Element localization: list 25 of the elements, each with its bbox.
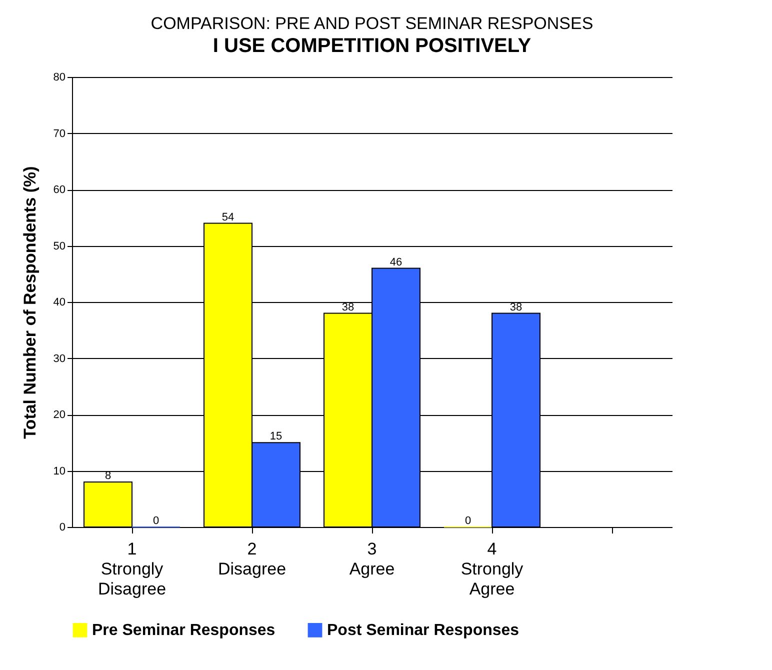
y-tick-label: 80: [53, 72, 66, 84]
y-tick-label: 30: [53, 352, 66, 365]
legend-label: Pre Seminar Responses: [92, 622, 276, 640]
x-tick-label: 3 Agree: [349, 540, 395, 578]
data-label: 15: [270, 430, 282, 443]
legend-label: Post Seminar Responses: [327, 622, 520, 640]
y-tick-label: 0: [59, 522, 66, 534]
y-tick-label: 40: [53, 296, 66, 308]
data-label: 54: [222, 211, 234, 224]
x-tick-label: 2 Disagree: [218, 540, 286, 578]
y-axis-title: Total Number of Respondents (%): [20, 166, 40, 439]
y-tick-label: 60: [53, 184, 66, 196]
y-tick-label: 50: [53, 240, 66, 252]
y-tick-label: 70: [53, 128, 66, 140]
data-label: 46: [390, 256, 402, 268]
data-label: 38: [342, 301, 354, 314]
y-tick-label: 10: [53, 465, 66, 478]
chart-title: COMPARISON: PRE AND POST SEMINAR RESPONSES: [150, 14, 594, 33]
x-tick-label: 1 Strongly Disagree: [98, 540, 166, 598]
data-label: 38: [510, 301, 522, 314]
x-tick-label: 4 Strongly Agree: [460, 540, 524, 598]
chart-subtitle: I USE COMPETITION POSITIVELY: [212, 35, 532, 57]
data-label: 0: [152, 515, 160, 527]
data-label: 0: [464, 515, 472, 527]
y-tick-label: 20: [53, 409, 66, 421]
